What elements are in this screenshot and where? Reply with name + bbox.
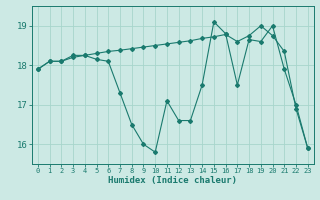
X-axis label: Humidex (Indice chaleur): Humidex (Indice chaleur)	[108, 176, 237, 185]
